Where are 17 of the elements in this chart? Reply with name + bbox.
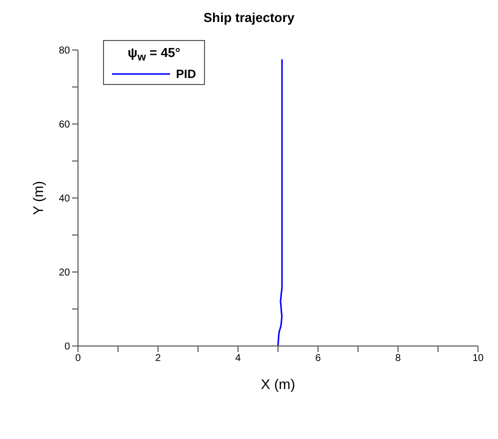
y-tick-label: 40 (58, 194, 70, 205)
x-tick-label: 0 (75, 353, 82, 364)
x-tick-label: 8 (395, 353, 402, 364)
line-series (277, 58, 283, 346)
y-tick-label: 60 (58, 120, 70, 131)
x-tick-label: 6 (315, 353, 322, 364)
x-tick-label: 4 (235, 353, 242, 364)
legend-label: PID (176, 66, 196, 81)
x-axis-title: X (m) (260, 376, 296, 392)
y-tick-label: 0 (64, 342, 70, 353)
legend-title: ψ$_{w}$ = 45° (126, 44, 182, 66)
y-axis-title: Y (m) (30, 181, 46, 215)
y-tick-label: 80 (58, 46, 70, 57)
x-tick-label: 10 (472, 353, 484, 364)
chart-title: Ship trajectory (202, 10, 296, 25)
y-tick-label: 20 (58, 268, 70, 279)
x-tick-label: 2 (155, 353, 162, 364)
